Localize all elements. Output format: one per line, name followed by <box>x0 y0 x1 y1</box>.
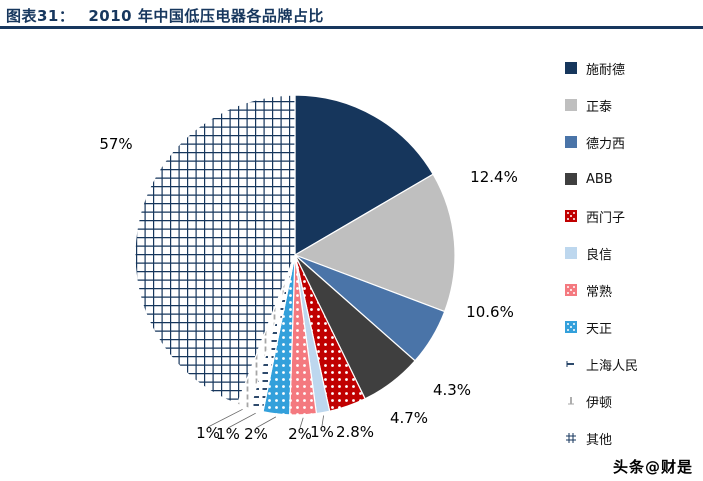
legend-item-label: 正泰 <box>586 99 613 115</box>
leader-line <box>321 415 324 427</box>
legend-item-label: ABB <box>586 171 613 187</box>
legend: 施耐德正泰德力西 ABB 西门子良信常熟天正上海人民伊顿其他 <box>565 61 700 468</box>
legend-item: 其他 <box>565 431 700 448</box>
legend-item: 施耐德 <box>565 61 700 78</box>
legend-swatch-icon <box>566 361 574 367</box>
legend-item-label: 天正 <box>586 321 613 337</box>
legend-swatch-icon <box>565 210 577 222</box>
chart-area: 12.4% 10.6% 4.3% 4.7% 2.8% 1% 2% 2% 1% 1% 57% 施耐德正… <box>0 33 703 481</box>
legend-item: ABB <box>565 171 700 187</box>
leader-line <box>227 412 256 429</box>
watermark: 头条@财是 <box>612 458 693 476</box>
slice-value-label: 12.4% <box>470 168 518 186</box>
legend-item: 良信 <box>565 246 700 263</box>
legend-item: 上海人民 <box>565 357 700 374</box>
legend-swatch-icon <box>565 62 577 74</box>
legend-item: 正泰 <box>565 98 700 115</box>
slice-value-label: 4.3% <box>433 381 471 399</box>
legend-item-label: 伊顿 <box>586 395 613 411</box>
leader-line <box>299 417 304 429</box>
legend-item-label: 上海人民 <box>586 358 639 374</box>
pie-chart: 12.4%10.6%4.3%4.7%2.8%1%2%2%1%1%57% <box>99 94 518 443</box>
legend-swatch-icon <box>565 321 577 333</box>
legend-swatch-icon <box>565 136 577 148</box>
legend-item-label: 良信 <box>586 247 613 263</box>
legend-swatch-icon <box>565 99 577 111</box>
legend-item: 天正 <box>565 320 700 337</box>
slice-value-label: 1% <box>216 425 240 443</box>
legend-item: 西门子 <box>565 209 700 226</box>
slice-value-label: 2% <box>244 425 268 443</box>
legend-item-label: 常熟 <box>586 284 613 300</box>
legend-item-label: 德力西 <box>586 136 626 152</box>
legend-swatch-icon <box>565 247 577 259</box>
legend-item-label: 西门子 <box>586 210 626 226</box>
legend-swatch-icon <box>568 397 574 405</box>
legend-swatch-icon <box>566 433 576 443</box>
legend-item-label: 施耐德 <box>586 62 626 78</box>
legend-item: 德力西 <box>565 135 700 152</box>
slice-value-label: 1% <box>310 423 334 441</box>
legend-swatch-icon <box>565 173 577 185</box>
legend-swatch-icon <box>565 284 577 296</box>
legend-item: 常熟 <box>565 283 700 300</box>
slice-value-label: 2.8% <box>336 423 374 441</box>
pie-slice-1 <box>293 173 456 313</box>
slice-value-label: 10.6% <box>466 303 514 321</box>
page-title: 2010 年中国低压电器各品牌占比 <box>88 6 324 25</box>
chart-header: 图表31： 2010 年中国低压电器各品牌占比 <box>0 0 703 29</box>
pie-slice-10 <box>134 94 296 405</box>
leader-line <box>255 416 277 429</box>
slice-value-label: 1% <box>196 424 220 442</box>
slice-value-label: 2% <box>288 425 312 443</box>
legend-item-label: 其他 <box>586 432 613 448</box>
slice-value-label: 4.7% <box>390 409 428 427</box>
leader-line <box>207 408 243 428</box>
chart-tag: 图表31： <box>6 6 75 25</box>
legend-item: 伊顿 <box>565 394 700 411</box>
pie-slice-0 <box>294 94 434 257</box>
slice-value-label: 57% <box>99 135 132 153</box>
